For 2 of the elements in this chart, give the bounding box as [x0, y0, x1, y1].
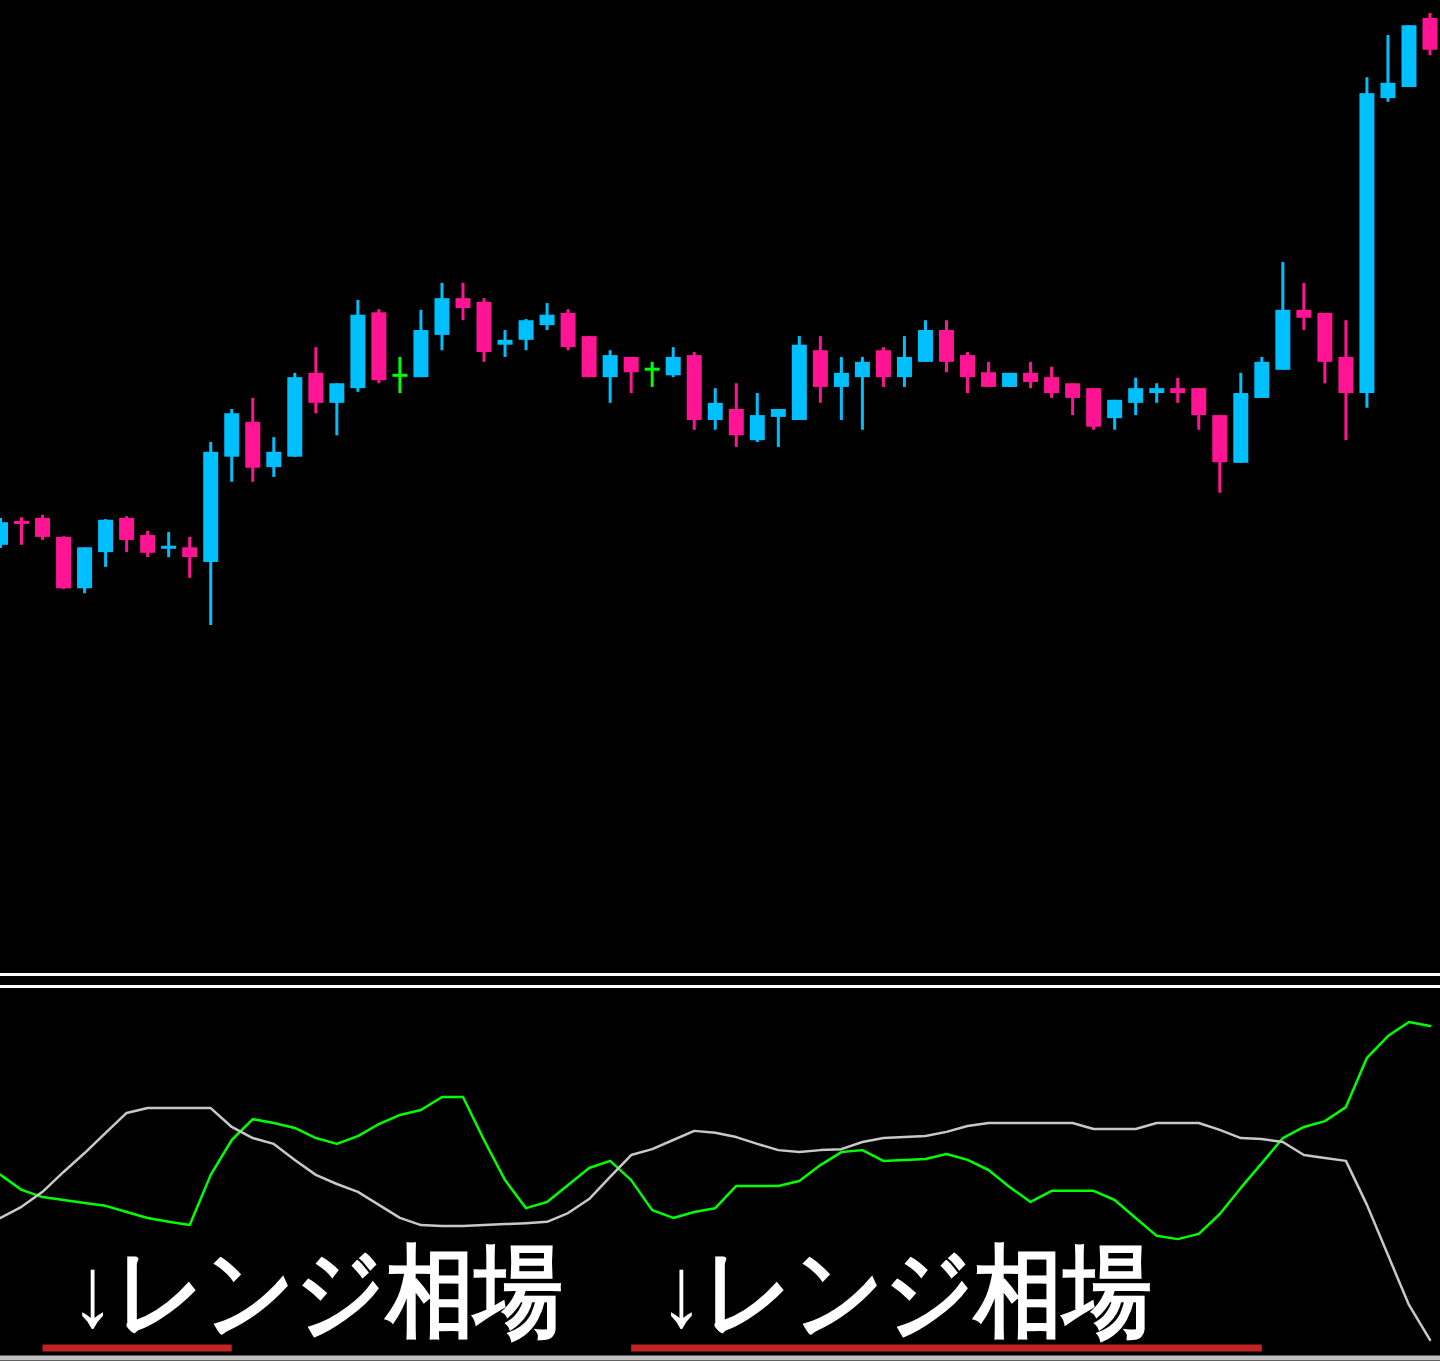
annotation: ↓レンジ相場	[659, 1235, 1216, 1347]
annotation: ↓レンジ相場	[70, 1235, 627, 1347]
